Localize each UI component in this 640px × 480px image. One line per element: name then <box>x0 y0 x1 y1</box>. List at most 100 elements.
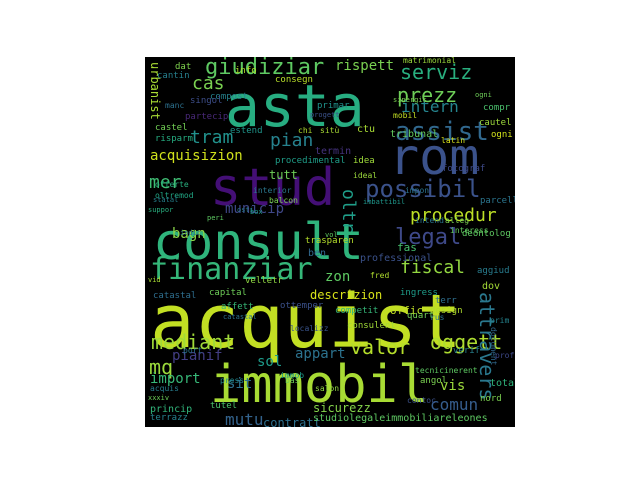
word: latin <box>441 136 466 145</box>
word: rus <box>430 313 445 322</box>
word: legal <box>395 225 462 250</box>
word: acquisizion <box>150 148 243 164</box>
word: estend <box>230 126 263 136</box>
word: castel <box>155 123 188 133</box>
word: peri <box>207 214 224 222</box>
word: asta <box>225 72 365 140</box>
word: mutu <box>225 410 264 428</box>
word: valor <box>350 335 411 359</box>
word: sol <box>257 354 283 370</box>
word: matrimonial <box>403 57 456 65</box>
word: verif <box>453 346 481 356</box>
word: catastal <box>153 291 197 301</box>
word: info <box>235 66 257 76</box>
word: idea <box>353 156 375 166</box>
word: profil <box>495 351 515 360</box>
word: giudiziar <box>205 57 325 80</box>
word: bas <box>285 376 300 385</box>
word: mobil <box>393 111 418 120</box>
word: stud <box>210 158 336 218</box>
word: rom <box>389 128 480 186</box>
word: vis <box>440 378 466 394</box>
word: singol <box>190 96 223 106</box>
word: cautel <box>479 118 512 128</box>
word: press <box>220 376 245 385</box>
word: termin <box>315 146 352 157</box>
word: osti <box>237 206 254 214</box>
word: imbattibil <box>363 198 406 206</box>
word: nord <box>480 394 502 404</box>
word: parcell <box>480 196 515 206</box>
word: ogni <box>491 130 513 140</box>
word: dat <box>175 62 192 72</box>
word: oggett <box>430 330 503 354</box>
word: intend <box>415 216 444 225</box>
word: trasparen <box>305 236 354 246</box>
word: comun <box>430 395 479 414</box>
word: alleg <box>445 216 470 225</box>
word: offerte <box>155 180 189 189</box>
word: totale <box>490 378 515 389</box>
word: intern <box>401 97 459 116</box>
word: possibil <box>365 175 481 203</box>
word: import <box>150 371 201 387</box>
word: tecnicinerent <box>415 366 478 375</box>
word: tram <box>190 127 234 148</box>
word: oltr <box>338 189 359 233</box>
word: interess <box>450 226 489 235</box>
word: competit <box>335 306 379 316</box>
word: partecip <box>185 112 229 122</box>
word: ogni <box>475 91 492 99</box>
word: ideal <box>353 171 378 180</box>
word: balcon <box>269 196 298 205</box>
word: appart <box>295 346 346 362</box>
word: fred <box>370 271 390 280</box>
word: compost <box>210 92 248 102</box>
word: acquist <box>150 279 462 365</box>
word: quart <box>407 311 435 321</box>
word: consulent <box>347 321 396 331</box>
word: port <box>183 346 203 355</box>
word: box <box>250 208 263 216</box>
word: contratt <box>263 416 321 427</box>
word: princip <box>150 404 193 415</box>
word: manc <box>165 101 185 110</box>
word: impon <box>405 186 430 195</box>
word: studiolegaleimmobiliareleones <box>313 413 488 424</box>
word: assist <box>395 117 489 147</box>
word: oltremod <box>155 191 194 200</box>
word-cloud: acquist immobil consult asta rom stud fi… <box>145 57 515 427</box>
word: interior <box>253 186 292 195</box>
word: ctu <box>357 124 376 135</box>
word: offic <box>390 304 424 317</box>
word: cas <box>192 73 225 94</box>
word: vid <box>148 276 161 284</box>
word: design <box>430 306 463 316</box>
word: contoc <box>407 396 436 405</box>
word: procedimental <box>275 156 346 166</box>
word: professional <box>360 253 433 264</box>
word: sit <box>227 376 253 392</box>
word: primar <box>317 101 350 111</box>
word: aggiud <box>477 266 510 276</box>
word: prim <box>490 316 510 325</box>
word: mer <box>149 172 182 193</box>
word: terrazz <box>150 413 188 423</box>
word: tutel <box>210 401 238 411</box>
word: catastal <box>223 313 257 321</box>
word: cantin <box>157 71 190 81</box>
word: deontolog <box>462 229 511 239</box>
word: suppor <box>148 206 174 214</box>
word: immobil <box>210 355 430 415</box>
word: sitù <box>320 126 340 135</box>
word: affett <box>221 302 254 312</box>
word: finanziar <box>150 252 313 287</box>
word: fas <box>397 241 417 254</box>
word: indic <box>180 229 202 237</box>
word: municip <box>225 201 285 217</box>
word: consult <box>153 213 364 271</box>
word: terr <box>435 296 457 306</box>
word: pian <box>270 130 314 151</box>
word: angol <box>420 376 448 386</box>
word: salon <box>315 384 340 393</box>
